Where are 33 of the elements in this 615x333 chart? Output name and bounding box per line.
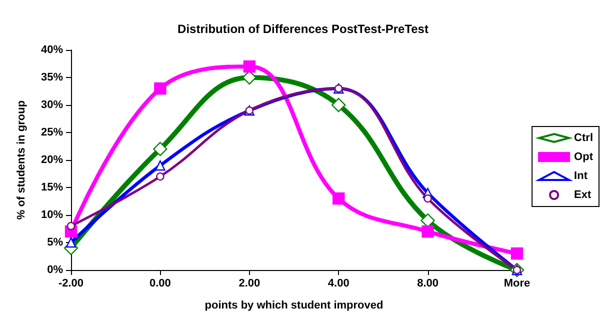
y-axis-title: % of students in group [16,100,28,220]
point [153,142,168,156]
x-axis-title: points by which student improved [204,300,384,312]
y-tick-label: 40% [40,44,64,56]
y-tick-label: 15% [40,182,64,194]
point [154,82,166,95]
y-tick-label: 35% [40,72,64,84]
y-tick-label: 25% [40,126,64,138]
point [66,222,76,230]
point [332,192,345,205]
point [332,98,346,112]
legend-label: Ctrl [574,132,594,144]
point [424,194,432,203]
x-tick-label: 0.00 [149,278,171,290]
point [422,225,434,238]
y-tick-label: 30% [40,99,64,111]
chart-title: Distribution of Differences PostTest-PreTest [178,22,428,36]
point [156,172,164,181]
x-tick-label: 8.00 [417,278,439,290]
legend-label: Ext [574,189,592,201]
x-tick-label: More [504,278,530,290]
y-tick-label: 20% [40,154,64,166]
point [243,60,256,73]
point [510,247,524,260]
x-tick-label: 2.00 [238,278,260,290]
legend-label: Opt [574,151,594,163]
x-tick-label: 4.00 [328,278,350,290]
y-tick-label: 10% [40,209,64,221]
legend-label: Int [574,170,588,182]
y-tick-label: 5% [47,236,64,248]
x-tick-label: -2.00 [58,278,84,290]
point [155,160,166,171]
y-tick-label: 0% [47,264,64,276]
